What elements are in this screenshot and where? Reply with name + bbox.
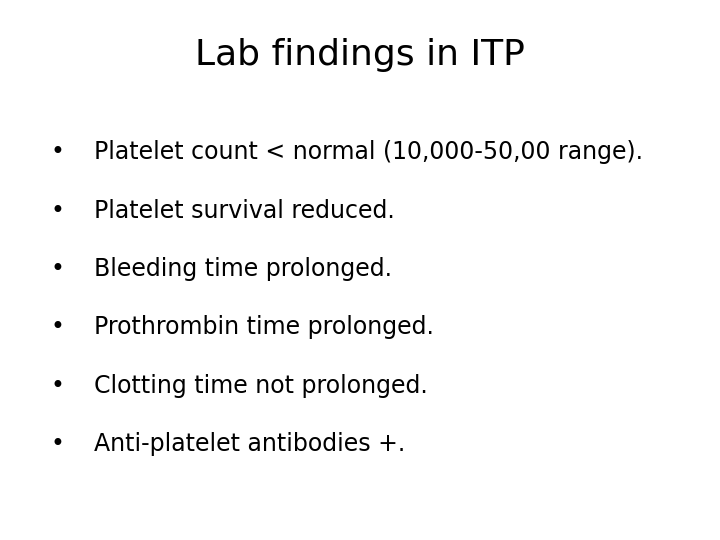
Text: •: • xyxy=(50,199,65,222)
Text: Platelet survival reduced.: Platelet survival reduced. xyxy=(94,199,395,222)
Text: Anti-platelet antibodies +.: Anti-platelet antibodies +. xyxy=(94,432,405,456)
Text: Bleeding time prolonged.: Bleeding time prolonged. xyxy=(94,257,392,281)
Text: Lab findings in ITP: Lab findings in ITP xyxy=(195,38,525,72)
Text: •: • xyxy=(50,140,65,164)
Text: Clotting time not prolonged.: Clotting time not prolonged. xyxy=(94,374,428,397)
Text: •: • xyxy=(50,315,65,339)
Text: •: • xyxy=(50,432,65,456)
Text: •: • xyxy=(50,374,65,397)
Text: Platelet count < normal (10,000-50,00 range).: Platelet count < normal (10,000-50,00 ra… xyxy=(94,140,643,164)
Text: Prothrombin time prolonged.: Prothrombin time prolonged. xyxy=(94,315,433,339)
Text: •: • xyxy=(50,257,65,281)
